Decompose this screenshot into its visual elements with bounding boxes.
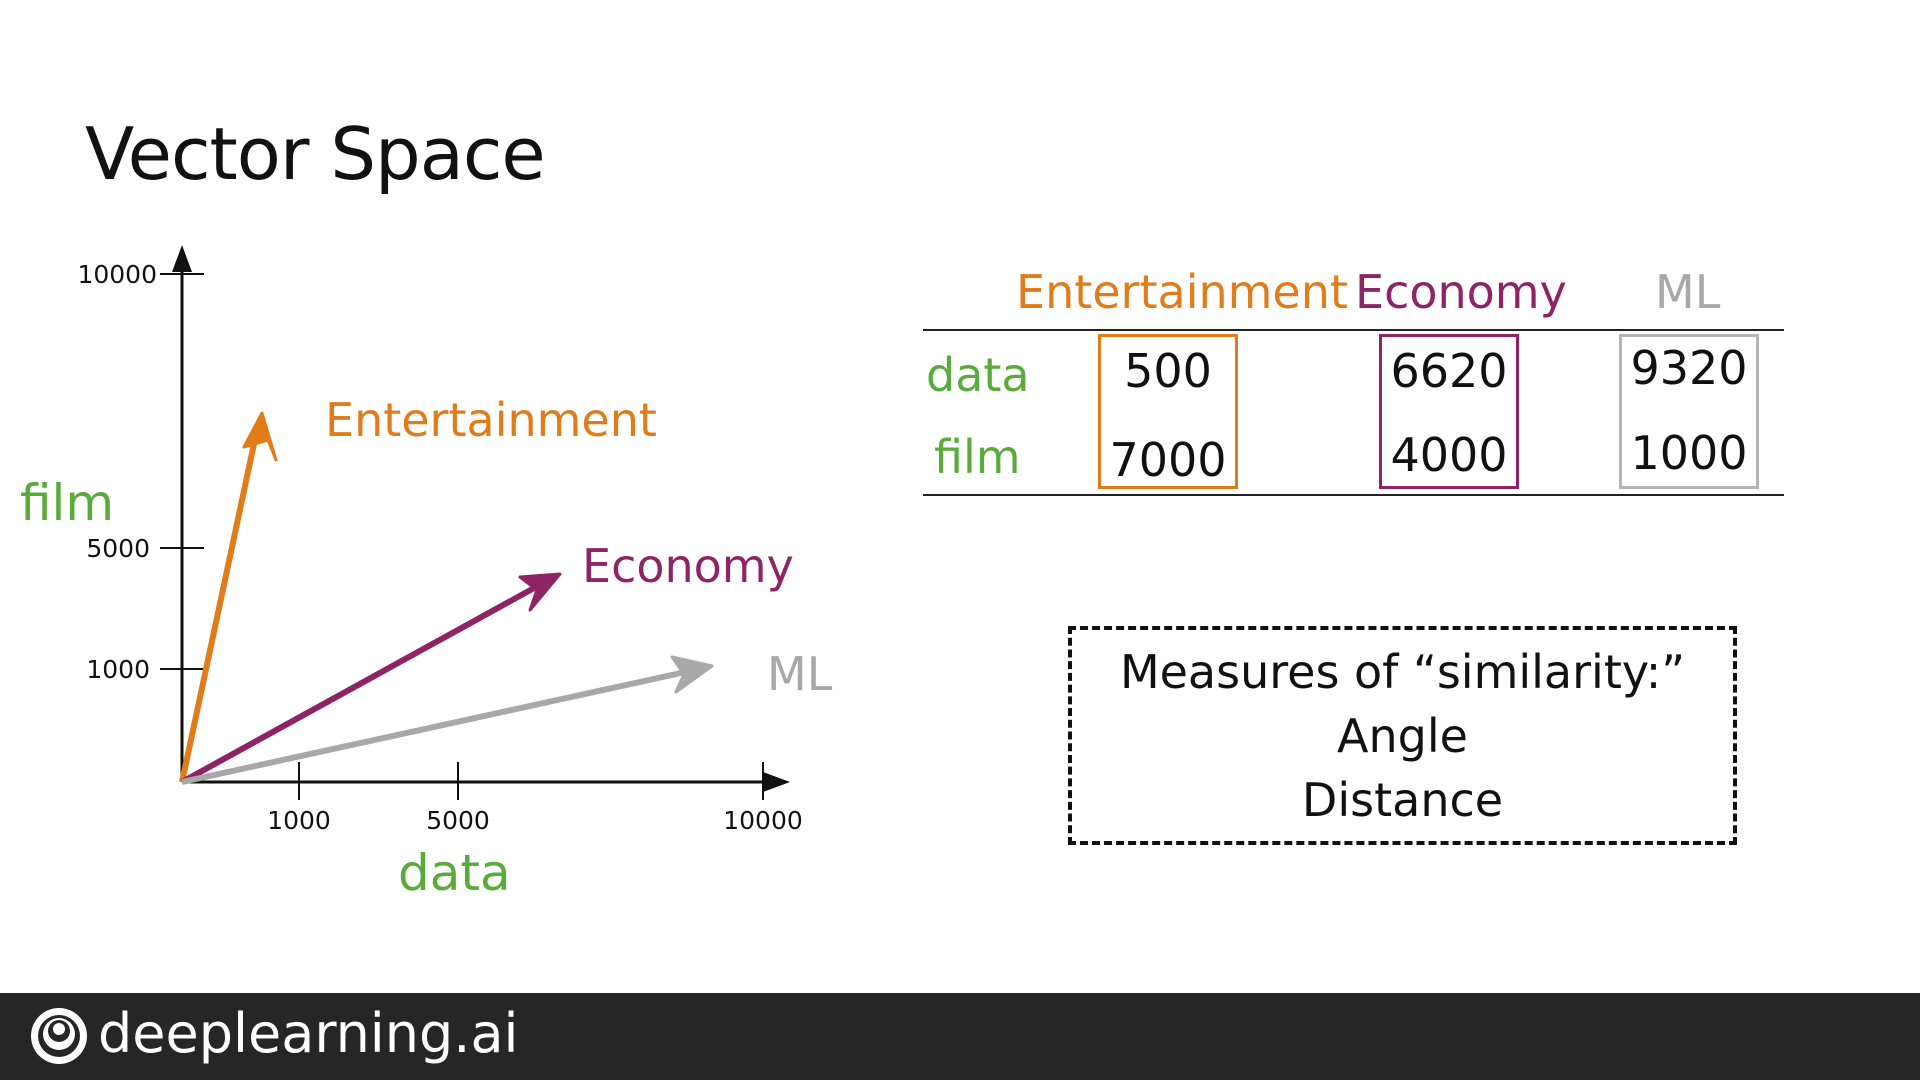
cell-ml-data: 9320 [1630,341,1748,395]
vector-label-economy: Economy [582,539,794,593]
table-top-rule [923,329,1784,331]
vector-label-ml: ML [767,647,833,701]
x-axis-label: data [398,844,511,902]
x-tick-label-5000: 5000 [426,806,490,835]
cell-ml-film: 1000 [1630,426,1748,480]
vector-head-ml [670,655,714,694]
vector-head-economy [518,572,562,612]
footer-bar: deeplearning.ai [0,993,1920,1080]
x-tick-label-1000: 1000 [267,806,331,835]
deeplearning-logo-icon [31,1008,87,1064]
vector-line-entertainment [179,424,261,783]
y-axis-arrow [172,245,192,272]
similarity-item-distance: Distance [1301,772,1504,827]
column-box-entertainment [1098,334,1238,489]
similarity-item-angle: Angle [1337,708,1468,763]
cell-economy-film: 4000 [1390,428,1508,482]
similarity-box: Measures of “similarity:” Angle Distance [1068,626,1737,845]
row-label-film: film [934,430,1021,484]
vector-head-entertainment [242,411,278,462]
page-title: Vector Space [85,112,546,196]
column-header-ml: ML [1655,265,1721,319]
vector-economy: Economy [180,539,794,785]
y-tick-label-5000: 5000 [86,534,150,563]
table-bottom-rule [923,494,1784,496]
y-tick-label-10000: 10000 [77,260,157,289]
cell-economy-data: 6620 [1390,344,1508,398]
vector-ml: ML [181,647,833,785]
x-ticks: 1000 5000 10000 [267,762,803,835]
vector-label-entertainment: Entertainment [325,393,657,447]
vector-entertainment: Entertainment [179,393,657,783]
x-axis-arrow [763,772,790,792]
y-ticks: 10000 5000 1000 [77,260,204,684]
row-label-data: data [926,348,1030,402]
x-tick-label-10000: 10000 [723,806,803,835]
brand-name: deeplearning.ai [98,1002,519,1065]
cell-entertainment-film: 7000 [1109,433,1227,487]
vector-line-ml [181,668,691,785]
vector-line-economy [180,579,547,785]
column-box-economy [1379,334,1519,489]
y-axis-label: film [20,474,114,532]
column-box-ml [1619,334,1759,489]
column-header-entertainment: Entertainment [1016,265,1348,319]
y-tick-label-1000: 1000 [86,655,150,684]
cell-entertainment-data: 500 [1124,344,1212,398]
column-header-economy: Economy [1355,265,1567,319]
similarity-heading: Measures of “similarity:” [1119,644,1686,699]
